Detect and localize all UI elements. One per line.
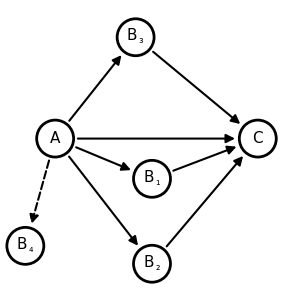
Circle shape [117,19,154,56]
Text: ₄: ₄ [29,244,33,254]
Circle shape [239,120,276,157]
Circle shape [133,160,171,197]
Text: ₂: ₂ [155,262,160,272]
Text: B: B [16,237,27,252]
Text: ₁: ₁ [155,177,160,187]
Text: B: B [127,28,137,43]
Circle shape [133,245,171,282]
Circle shape [7,227,44,264]
Text: C: C [253,131,263,146]
Text: A: A [50,131,60,146]
Text: B: B [143,170,154,185]
Circle shape [37,120,74,157]
Text: B: B [143,255,154,270]
Text: ₃: ₃ [139,35,143,45]
